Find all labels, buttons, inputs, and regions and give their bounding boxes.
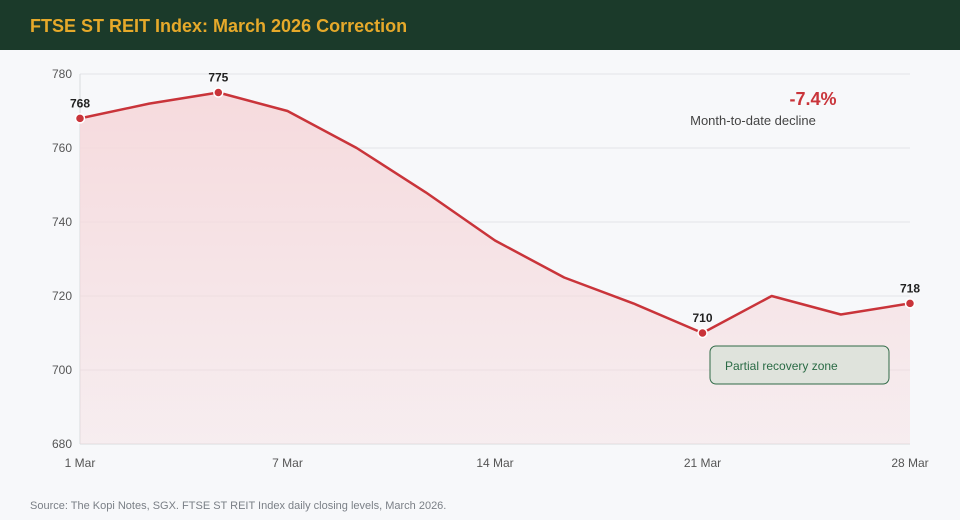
data-point-marker	[213, 87, 224, 98]
y-tick-label: 680	[52, 437, 72, 451]
y-tick-label: 740	[52, 215, 72, 229]
chart-title: FTSE ST REIT Index: March 2026 Correctio…	[30, 16, 408, 36]
y-tick-label: 720	[52, 289, 72, 303]
recovery-zone-box	[709, 345, 890, 385]
decline-label: Month-to-date decline	[690, 113, 816, 128]
x-tick-label: 1 Mar	[65, 456, 96, 470]
x-tick-label: 14 Mar	[476, 456, 513, 470]
data-point-label: 718	[900, 281, 920, 295]
data-point-marker	[904, 298, 916, 309]
series-area	[80, 92, 910, 444]
x-tick-label: 21 Mar	[684, 456, 721, 470]
y-tick-label: 760	[52, 141, 72, 155]
x-tick-label: 7 Mar	[272, 456, 303, 470]
source-note: Source: The Kopi Notes, SGX. FTSE ST REI…	[30, 500, 447, 512]
recovery-zone-label: Partial recovery zone	[725, 359, 838, 373]
y-tick-label: 780	[52, 67, 72, 81]
data-point-marker	[697, 327, 708, 339]
decline-value: -7.4%	[789, 89, 836, 109]
y-tick-label: 700	[52, 363, 72, 377]
data-point-label: 768	[70, 96, 90, 110]
data-point-label: 775	[208, 71, 228, 85]
data-point-marker	[74, 113, 86, 124]
data-point-label: 710	[692, 311, 712, 325]
x-tick-label: 28 Mar	[891, 456, 928, 470]
header-bar: FTSE ST REIT Index: March 2026 Correctio…	[0, 0, 960, 50]
